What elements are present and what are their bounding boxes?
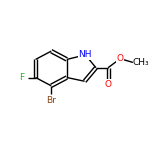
Text: Br: Br xyxy=(46,96,56,105)
Text: CH₃: CH₃ xyxy=(133,58,150,67)
Text: O: O xyxy=(105,80,112,89)
Text: F: F xyxy=(19,73,25,82)
Text: NH: NH xyxy=(79,50,92,59)
Text: O: O xyxy=(117,54,124,63)
